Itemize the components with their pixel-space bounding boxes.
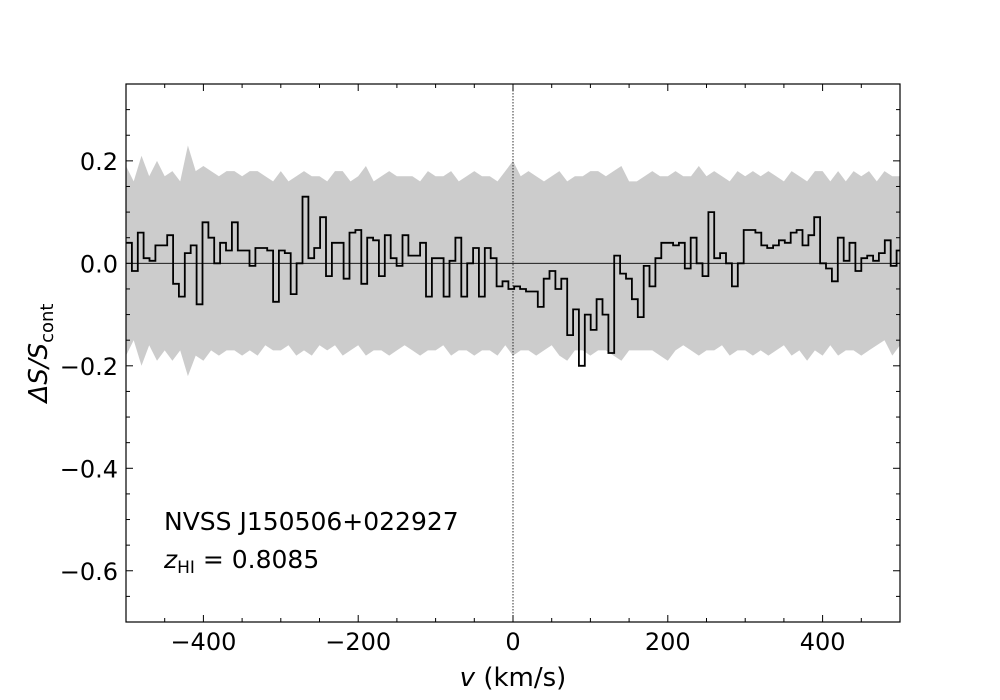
y-axis-label: ΔS/Scont <box>24 304 58 405</box>
y-tick-label: −0.6 <box>60 558 118 586</box>
y-axis-main: ΔS/S <box>24 343 54 405</box>
y-axis-subscript: cont <box>37 304 58 343</box>
redshift-value: = 0.8085 <box>195 545 319 574</box>
spectrum-step-line <box>126 195 900 367</box>
y-tick-label: 0.2 <box>80 148 118 176</box>
plot-area <box>126 84 900 622</box>
x-tick-label: 200 <box>645 628 691 656</box>
y-axis-ticks: 0.2 0.0 −0.2 −0.4 −0.6 <box>60 83 900 623</box>
noise-band <box>126 145 900 377</box>
x-axis-ticks: −400 −200 0 200 400 <box>125 84 901 656</box>
y-tick-label: 0.0 <box>80 250 118 278</box>
x-tick-label: −200 <box>325 628 391 656</box>
source-name-annotation: NVSS J150506+022927 <box>164 507 459 536</box>
x-tick-label: 0 <box>505 628 520 656</box>
redshift-subscript: HI <box>177 558 195 578</box>
x-tick-label: −400 <box>170 628 236 656</box>
x-axis-variable: v <box>460 663 476 693</box>
x-axis-label: v (km/s) <box>460 663 567 693</box>
x-tick-label: 400 <box>800 628 846 656</box>
y-tick-label: −0.2 <box>60 353 118 381</box>
x-axis-unit: (km/s) <box>475 663 566 693</box>
redshift-annotation: zHI = 0.8085 <box>163 545 319 578</box>
y-tick-label: −0.4 <box>60 455 118 483</box>
redshift-variable: z <box>163 545 178 574</box>
